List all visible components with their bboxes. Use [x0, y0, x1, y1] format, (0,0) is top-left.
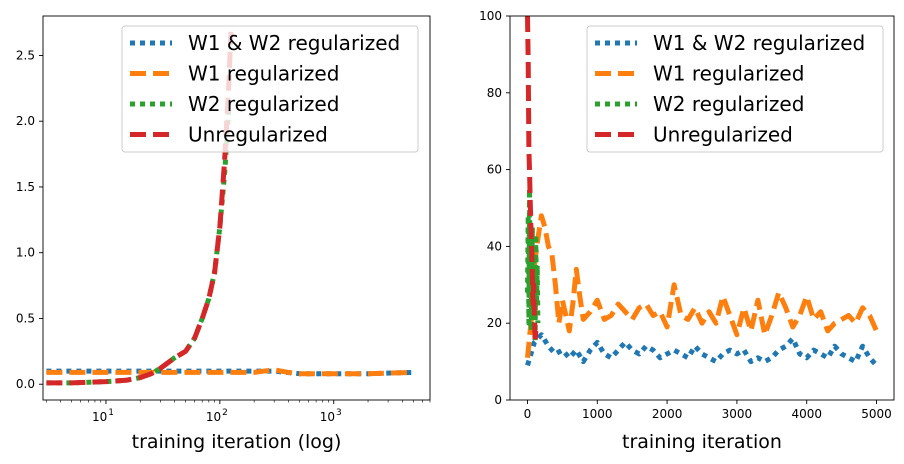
x-tick-label: 1000 — [582, 407, 613, 421]
legend-label: Unregularized — [653, 123, 793, 147]
y-tick-label: 1.0 — [16, 246, 35, 260]
legend-label: W1 regularized — [653, 62, 804, 86]
y-tick-label: 0 — [494, 393, 502, 407]
x-tick-label: 3000 — [722, 407, 753, 421]
y-tick-label: 60 — [487, 163, 502, 177]
x-tick-label: 4000 — [791, 407, 822, 421]
x-axis-label: training iteration (log) — [132, 431, 342, 453]
x-axis-label: training iteration — [622, 431, 782, 453]
x-tick-label: 5000 — [861, 407, 892, 421]
legend-label: W2 regularized — [188, 92, 339, 116]
axes-frame — [509, 15, 895, 401]
x-tick-label: 0 — [524, 407, 532, 421]
legend-label: W1 regularized — [188, 62, 339, 86]
y-tick-label: 80 — [487, 86, 502, 100]
y-tick-label: 2.5 — [16, 48, 35, 62]
legend-frame — [121, 25, 419, 153]
axes-frame — [42, 15, 431, 401]
legend-label: Unregularized — [188, 123, 328, 147]
y-tick-label: 20 — [487, 316, 502, 330]
y-tick-label: 40 — [487, 239, 502, 253]
series-group — [46, 31, 414, 386]
x-tick-label: 103 — [320, 408, 342, 424]
series-line-unregularized — [525, 16, 539, 345]
x-tick-label: 2000 — [652, 407, 683, 421]
legend-label: W1 & W2 regularized — [188, 31, 400, 55]
series-group — [525, 16, 879, 368]
legend-frame — [586, 25, 884, 153]
y-tick-label: 0.0 — [16, 377, 35, 391]
series-line-w1-regularized — [46, 367, 414, 377]
legend-label: W2 regularized — [653, 92, 804, 116]
y-tick-label: 0.5 — [16, 311, 35, 325]
y-tick-label: 1.5 — [16, 180, 35, 194]
series-line-unregularized — [46, 31, 234, 386]
y-tick-label: 100 — [479, 9, 502, 23]
y-tick-label: 2.0 — [16, 114, 35, 128]
legend-label: W1 & W2 regularized — [653, 31, 865, 55]
left-plot: 0.0 0.5 1.0 1.5 2.0 2.5 101 102 103 training iter… — [16, 15, 431, 453]
series-line-w1-w2-regularized — [525, 332, 879, 368]
legend: W1 & W2 regularized W1 regularized W2 regu… — [121, 25, 419, 153]
legend: W1 & W2 regularized W1 regularized W2 regu… — [586, 25, 884, 153]
x-tick-label: 101 — [92, 408, 114, 424]
x-tick-label: 102 — [206, 408, 228, 424]
series-line-w1-regularized — [525, 213, 879, 359]
